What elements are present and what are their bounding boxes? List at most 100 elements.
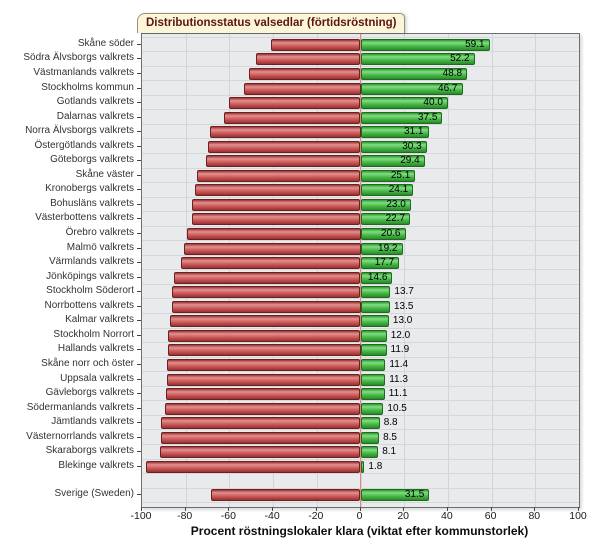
vertical-gridline [447, 34, 449, 507]
positive-bar [360, 169, 416, 182]
positive-bar [360, 373, 386, 386]
bar-value-label: 17.7 [374, 257, 395, 269]
y-tick [137, 407, 141, 409]
positive-bar [360, 38, 490, 51]
negative-bar [187, 228, 361, 240]
positive-bar [360, 213, 411, 226]
negative-bar [191, 213, 361, 226]
category-label: Skaraborgs valkrets [45, 445, 134, 457]
y-tick [137, 291, 141, 293]
x-tick-label: 80 [528, 510, 541, 522]
negative-bar [166, 388, 361, 400]
positive-bar [360, 126, 429, 139]
vertical-gridline [491, 34, 493, 507]
y-tick [137, 451, 141, 453]
bar-value-label: 10.5 [387, 402, 407, 414]
vertical-gridline [229, 34, 231, 507]
x-tick [490, 507, 492, 511]
y-tick [137, 494, 141, 495]
chart-title: Distributionsstatus valsedlar (förtidsrö… [146, 17, 397, 29]
category-label: Bohusläns valkrets [50, 197, 134, 209]
negative-bar [210, 126, 361, 139]
positive-bar [360, 344, 387, 357]
y-tick [137, 131, 141, 133]
category-label: Södra Älvsborgs valkrets [23, 52, 134, 64]
positive-bar [360, 286, 391, 299]
positive-bar [360, 417, 380, 430]
y-tick [137, 116, 141, 118]
negative-bar [170, 315, 361, 328]
y-tick [137, 160, 141, 162]
y-tick [137, 43, 141, 45]
x-tick-label: 40 [441, 510, 453, 522]
category-label: Västerbottens valkrets [35, 212, 134, 224]
category-label: Hallands valkrets [57, 343, 134, 355]
negative-bar [208, 140, 361, 153]
y-tick [137, 174, 141, 176]
y-tick [137, 145, 141, 147]
bar-value-label: 20.6 [381, 228, 401, 239]
category-label: Sverige (Sweden) [54, 488, 134, 499]
positive-bar [360, 489, 430, 501]
negative-bar [206, 155, 361, 168]
bar-value-label: 8.8 [383, 417, 398, 429]
x-tick-label: -80 [177, 510, 193, 522]
vertical-gridline [185, 34, 187, 507]
x-tick [578, 507, 579, 511]
bar-value-label: 48.8 [442, 67, 463, 79]
bar-value-label: 1.8 [368, 460, 383, 472]
bar-value-label: 11.9 [390, 344, 410, 356]
negative-bar [223, 111, 361, 124]
category-label: Dalarnas valkrets [56, 110, 134, 122]
y-tick [137, 87, 141, 89]
x-tick-label: 0 [356, 510, 363, 522]
y-tick [137, 233, 141, 234]
y-tick [137, 102, 141, 103]
category-label: Gävleborgs valkrets [45, 387, 134, 398]
positive-bar [360, 111, 443, 124]
negative-bar [161, 417, 361, 430]
category-label: Norra Älvsborgs valkrets [25, 125, 134, 137]
category-label: Gotlands valkrets [56, 96, 134, 107]
negative-bar [166, 373, 361, 386]
negative-bar [173, 271, 361, 284]
x-axis-title: Procent röstningslokaler klara (viktat e… [190, 524, 529, 538]
positive-bar [360, 184, 414, 197]
y-tick [137, 436, 141, 438]
x-tick [359, 507, 361, 511]
negative-bar [210, 489, 361, 501]
bar-value-label: 25.1 [390, 169, 411, 181]
x-tick-label: 60 [484, 510, 497, 522]
positive-bar [360, 67, 468, 80]
bar-value-label: 11.1 [388, 388, 408, 399]
y-tick [137, 276, 141, 278]
x-tick [534, 507, 536, 511]
vertical-gridline [360, 34, 362, 507]
y-tick [137, 305, 141, 307]
category-label: Malmö valkrets [66, 241, 134, 253]
negative-bar [248, 67, 361, 80]
negative-bar [171, 300, 361, 313]
x-tick [184, 507, 186, 511]
y-tick [137, 363, 141, 365]
category-label: Skåne söder [77, 37, 134, 49]
y-tick [137, 262, 141, 264]
negative-bar [244, 82, 361, 95]
bar-value-label: 13.7 [394, 286, 414, 298]
positive-bar [360, 82, 463, 95]
bar-value-label: 40.0 [423, 97, 443, 108]
plot-area: 59.1 52.2 48.8 46.7 40.0 37.5 31.1 30.3 29.4 25.1… [141, 33, 580, 508]
x-tick [446, 507, 448, 511]
bar-value-label: 14.6 [367, 271, 388, 283]
positive-bar [360, 460, 365, 473]
y-tick [137, 189, 141, 191]
positive-bar [360, 242, 403, 255]
y-tick [137, 58, 141, 60]
category-label: Norrbottens valkrets [44, 299, 134, 311]
x-tick [403, 507, 405, 511]
positive-bar [360, 271, 393, 284]
negative-bar [164, 402, 361, 415]
bar-value-label: 31.1 [404, 126, 424, 138]
positive-bar [360, 257, 400, 270]
category-label: Stockholms kommun [41, 81, 134, 93]
